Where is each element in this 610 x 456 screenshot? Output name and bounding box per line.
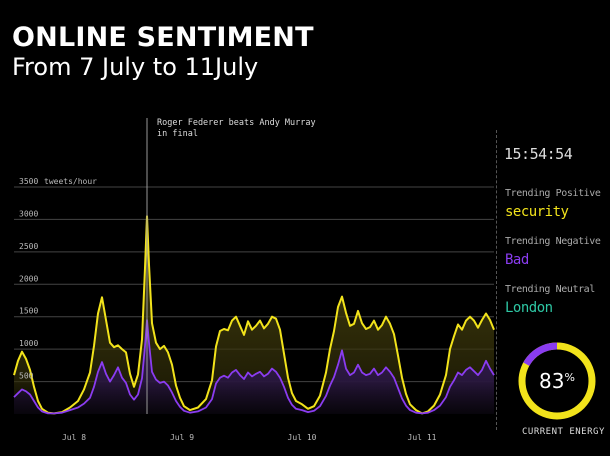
sidebar-divider xyxy=(496,130,497,430)
y-tick-label-2500: 2500 xyxy=(19,242,38,251)
series-purple-line xyxy=(13,319,495,415)
energy-deficit-arc xyxy=(523,342,558,366)
x-tick-label-jul-8: Jul 8 xyxy=(62,433,86,442)
y-tick-label-2000: 2000 xyxy=(19,274,38,283)
annotation-text-line-2: in final xyxy=(157,129,198,139)
y-axis-unit-label: tweets/hour xyxy=(44,177,97,186)
sentiment-chart: Roger Federer beats Andy Murray in final… xyxy=(12,118,496,442)
energy-gauge: 83% xyxy=(518,342,596,420)
annotation-text-line-1: Roger Federer beats Andy Murray xyxy=(157,118,316,128)
series-yellow-line xyxy=(13,215,495,415)
axis-label-layer: 500 1000 1500 2000 2500 3000 3500 tweets/hour Ju… xyxy=(19,177,437,442)
trending-neutral-label: Trending Neutral xyxy=(505,284,595,295)
y-tick-label-3500: 3500 xyxy=(19,177,38,186)
chart-subtitle: From 7 July to 11July xyxy=(12,53,259,81)
line-layer xyxy=(13,215,495,415)
x-tick-label-jul-11: Jul 11 xyxy=(408,433,437,442)
trending-negative-label: Trending Negative xyxy=(505,236,601,247)
x-tick-label-jul-10: Jul 10 xyxy=(288,433,317,442)
trending-negative-value: Bad xyxy=(505,252,529,268)
energy-label: CURRENT ENERGY xyxy=(522,427,605,437)
trending-positive-label: Trending Positive xyxy=(505,188,601,199)
clock-readout: 15:54:54 xyxy=(504,145,573,163)
y-tick-label-500: 500 xyxy=(19,372,34,381)
annotation-layer: Roger Federer beats Andy Murray in final xyxy=(146,118,316,414)
y-tick-label-3000: 3000 xyxy=(19,209,38,218)
chart-title: ONLINE SENTIMENT xyxy=(12,22,314,53)
energy-value: 83% xyxy=(539,369,575,393)
y-tick-label-1500: 1500 xyxy=(19,307,38,316)
y-tick-label-1000: 1000 xyxy=(19,339,38,348)
trending-positive-value: security xyxy=(505,204,569,220)
series-yellow-area xyxy=(14,216,494,414)
trending-neutral-value: London xyxy=(505,300,553,316)
x-tick-label-jul-9: Jul 9 xyxy=(170,433,194,442)
